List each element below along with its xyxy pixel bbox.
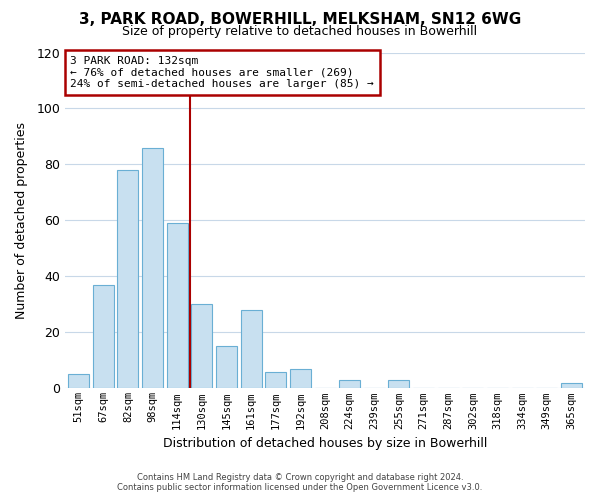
Bar <box>290 369 311 388</box>
Text: Contains HM Land Registry data © Crown copyright and database right 2024.
Contai: Contains HM Land Registry data © Crown c… <box>118 473 482 492</box>
Bar <box>191 304 212 388</box>
Bar <box>339 380 360 388</box>
X-axis label: Distribution of detached houses by size in Bowerhill: Distribution of detached houses by size … <box>163 437 487 450</box>
Bar <box>142 148 163 388</box>
Bar <box>68 374 89 388</box>
Bar <box>265 372 286 388</box>
Bar <box>561 383 582 388</box>
Bar <box>388 380 409 388</box>
Text: 3, PARK ROAD, BOWERHILL, MELKSHAM, SN12 6WG: 3, PARK ROAD, BOWERHILL, MELKSHAM, SN12 … <box>79 12 521 28</box>
Bar <box>216 346 237 389</box>
Bar <box>241 310 262 388</box>
Bar <box>167 223 188 388</box>
Bar <box>118 170 139 388</box>
Y-axis label: Number of detached properties: Number of detached properties <box>15 122 28 319</box>
Text: Size of property relative to detached houses in Bowerhill: Size of property relative to detached ho… <box>122 25 478 38</box>
Text: 3 PARK ROAD: 132sqm
← 76% of detached houses are smaller (269)
24% of semi-detac: 3 PARK ROAD: 132sqm ← 76% of detached ho… <box>70 56 374 89</box>
Bar <box>93 285 114 389</box>
